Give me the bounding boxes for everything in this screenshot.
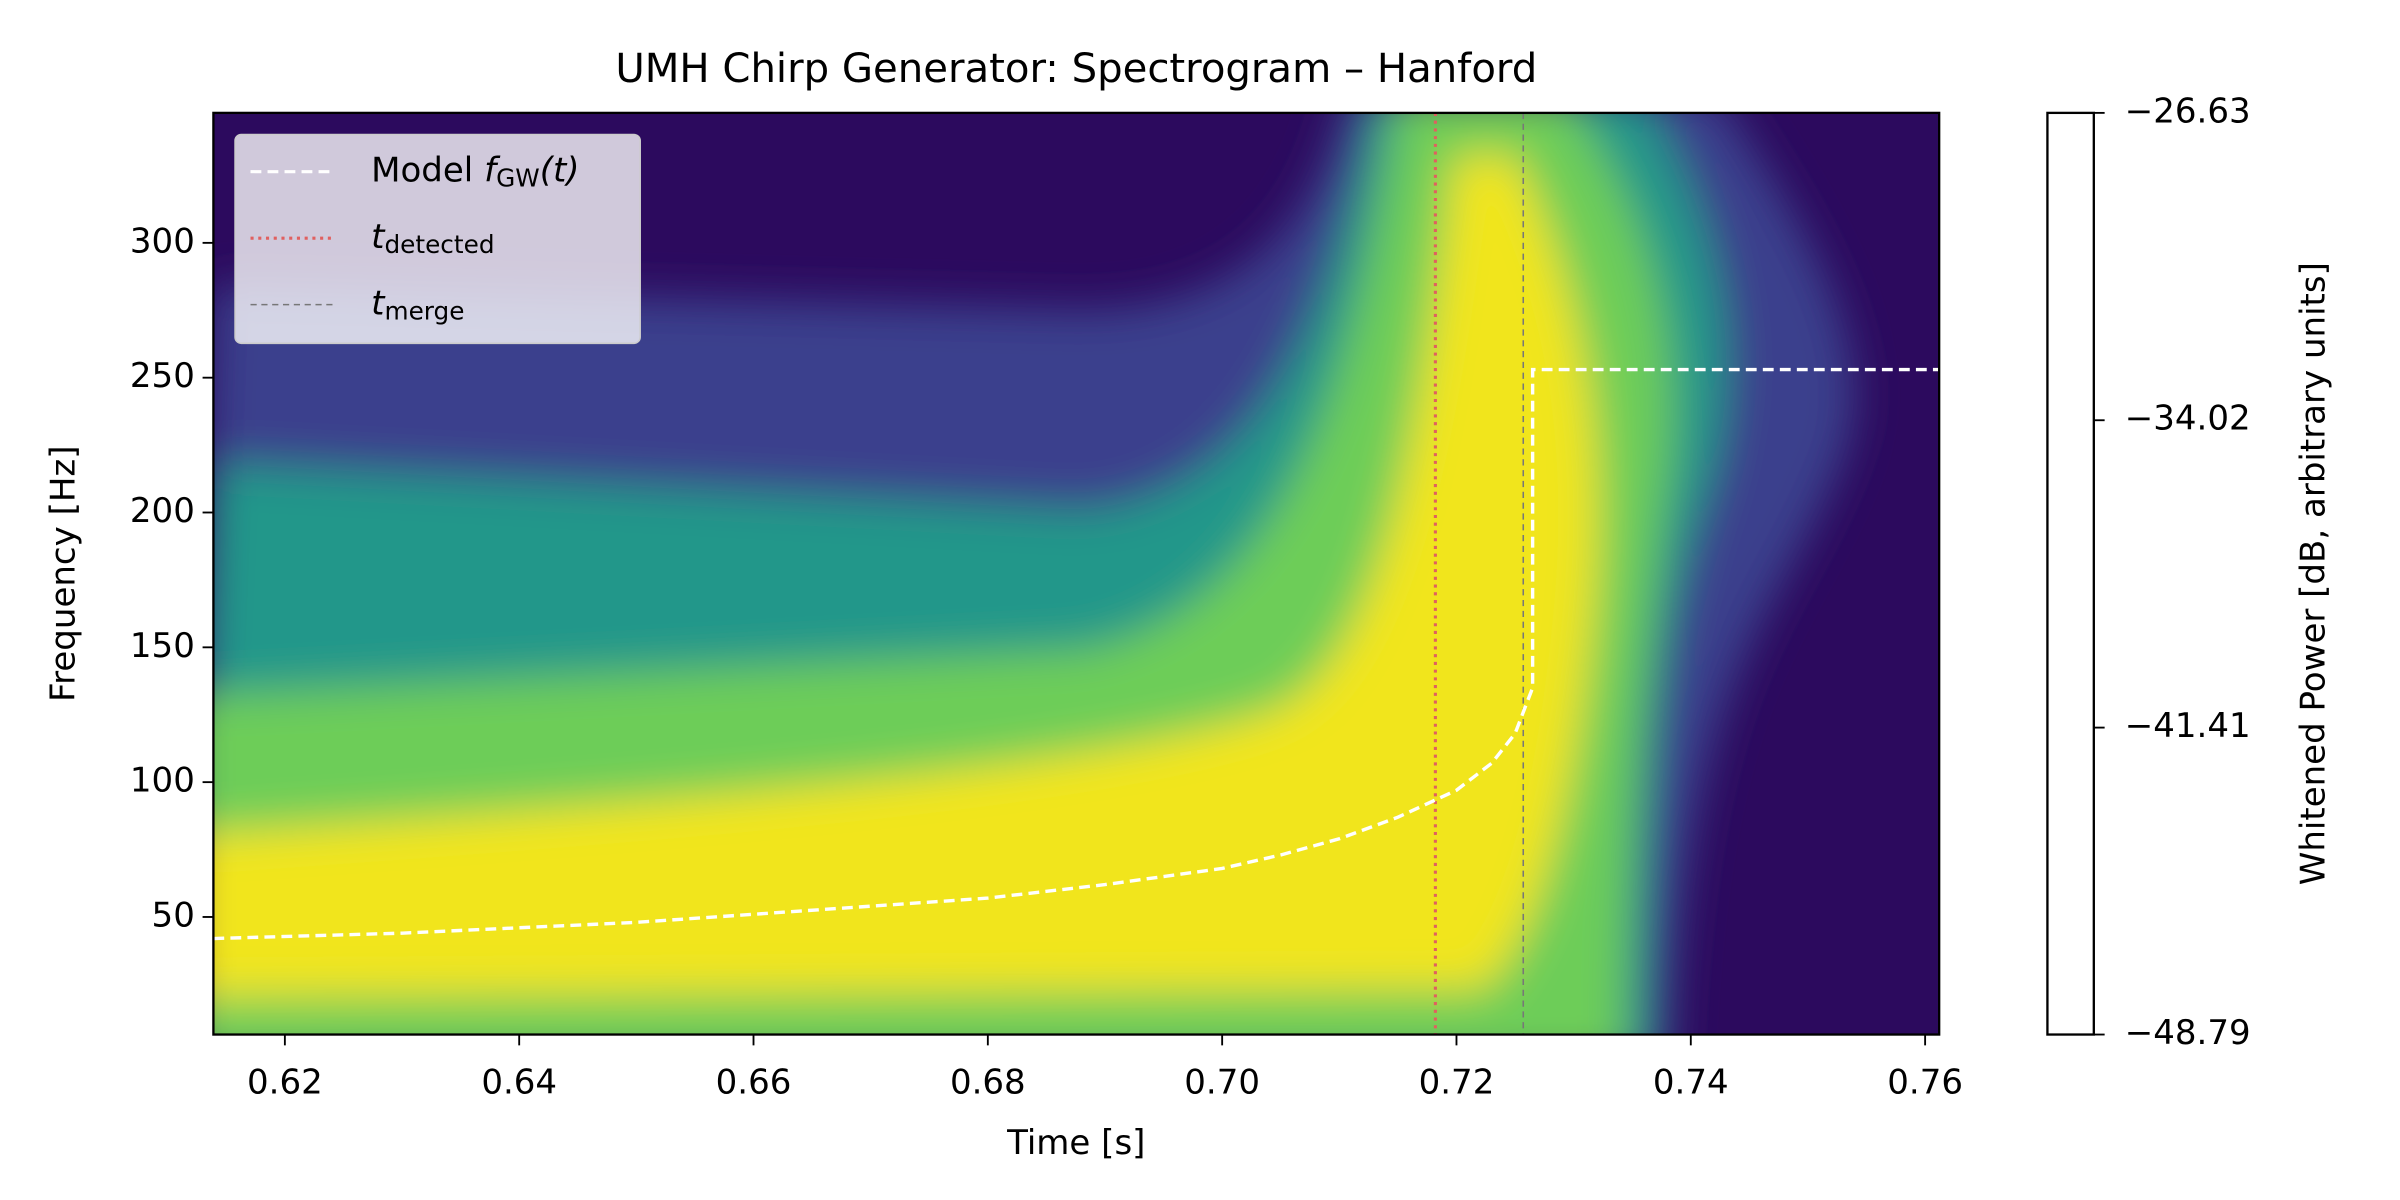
colorbar-tick-label: −26.63 (2125, 91, 2251, 131)
y-tick-label: 50 (152, 895, 195, 935)
legend-subscript: detected (384, 230, 494, 259)
y-axis-label: Frequency [Hz] (43, 445, 83, 702)
colorbar-tick-label: −34.02 (2125, 399, 2251, 439)
colorbar (2046, 111, 2095, 1036)
colorbar-tick-label: −48.79 (2125, 1013, 2251, 1053)
legend-label: tmerge (371, 283, 464, 325)
legend-label: Model fGW(t) (371, 150, 579, 192)
y-tick-label: 200 (130, 491, 195, 531)
model-line (213, 367, 1940, 941)
x-tick-label: 0.76 (1887, 1063, 1963, 1103)
legend-box (234, 133, 641, 345)
legend-subscript: merge (384, 296, 464, 325)
plot-frame (212, 111, 1941, 1036)
legend-symbol: t (371, 217, 386, 257)
x-tick-label: 0.64 (481, 1063, 557, 1103)
x-tick-label: 0.66 (716, 1063, 792, 1103)
y-tick-label: 100 (130, 761, 195, 801)
legend-symbol: t (371, 283, 386, 323)
x-tick-label: 0.72 (1419, 1063, 1495, 1103)
x-tick-label: 0.62 (247, 1063, 323, 1103)
legend-label: tdetected (371, 217, 494, 259)
colorbar-label: Whitened Power [dB, arbitrary units] (2293, 262, 2333, 885)
spectrogram-image (213, 112, 1940, 1035)
colorbar-tick-label: −41.41 (2125, 706, 2251, 746)
x-tick-label: 0.74 (1653, 1063, 1729, 1103)
legend-suffix: (t) (540, 150, 580, 190)
y-tick-label: 150 (130, 626, 195, 666)
legend-name: Model (371, 150, 473, 190)
chart-title: UMH Chirp Generator: Spectrogram – Hanfo… (615, 46, 1537, 92)
x-axis-label: Time [s] (1006, 1123, 1145, 1163)
x-tick-label: 0.68 (950, 1063, 1026, 1103)
legend-subscript: GW (496, 163, 540, 192)
y-tick-label: 300 (130, 221, 195, 261)
x-tick-label: 0.70 (1184, 1063, 1260, 1103)
y-tick-label: 250 (130, 356, 195, 396)
